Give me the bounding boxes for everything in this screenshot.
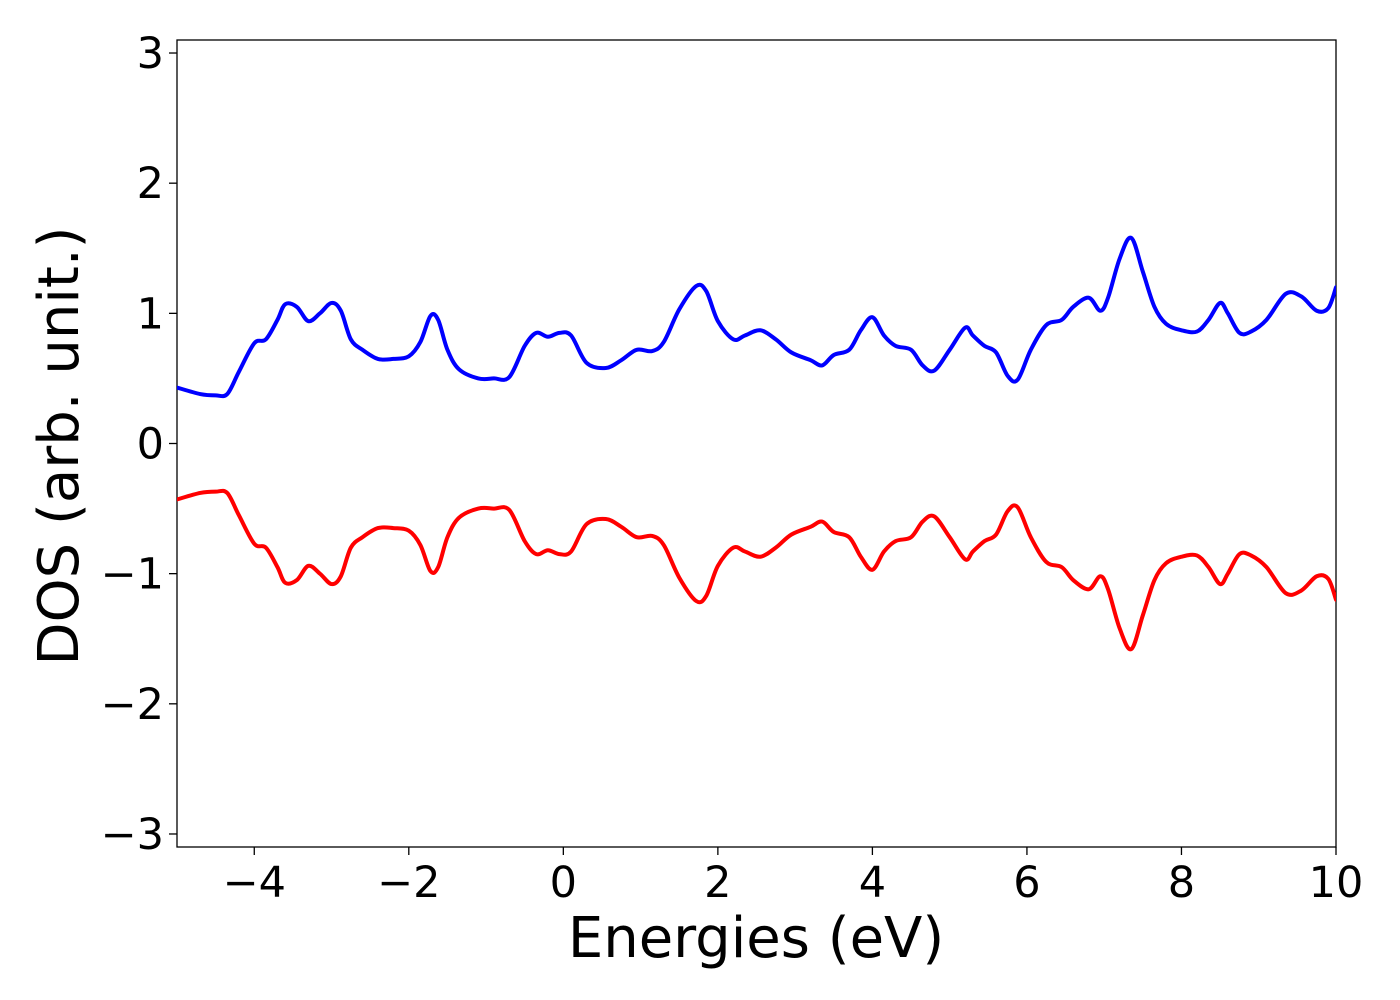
x-tick-label: 10 [1309,858,1364,908]
plot-area [176,39,1337,848]
y-tick-label: −1 [101,550,164,600]
series-line-spin-down [177,488,1336,652]
y-tick-label: 3 [137,29,164,79]
x-tick-label: −2 [377,858,440,908]
y-tick-label: 2 [137,159,164,209]
x-tick-label: 6 [1013,858,1040,908]
x-tick-label: 8 [1168,858,1195,908]
x-tick-label: −4 [223,858,286,908]
y-tick-label: 0 [137,420,164,470]
x-axis-title: Energies (eV) [568,906,944,971]
x-tick-label: 4 [859,858,886,908]
y-tick-label: −3 [101,810,164,860]
y-tick-label: 1 [137,289,164,339]
series-line-spin-up [177,235,1336,399]
y-axis-title: DOS (arb. unit.) [27,226,92,665]
y-tick-label: −2 [101,680,164,730]
x-tick-label: 2 [704,858,731,908]
x-tick-label: 0 [550,858,577,908]
